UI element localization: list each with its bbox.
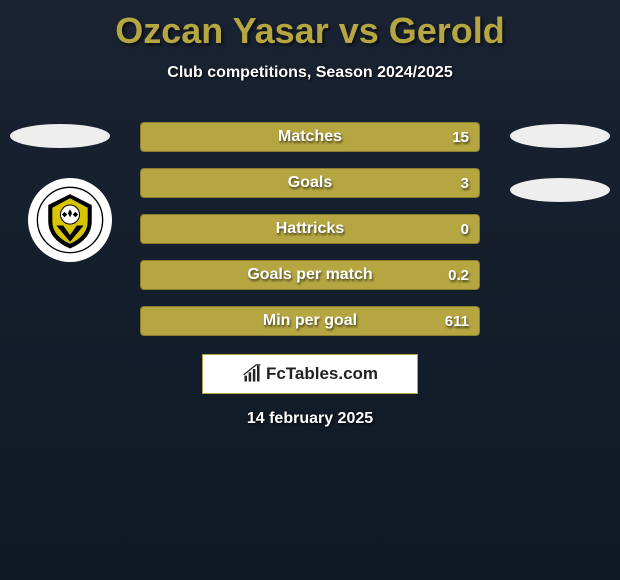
page-title: Ozcan Yasar vs Gerold [0,0,620,52]
subtitle: Club competitions, Season 2024/2025 [0,64,620,82]
stat-row-matches: Matches 15 [140,122,480,152]
player-left-placeholder [10,124,110,148]
stat-row-goals: Goals 3 [140,168,480,198]
stat-row-min-per-goal: Min per goal 611 [140,306,480,336]
brand-text: FcTables.com [266,364,378,384]
stats-container: Matches 15 Goals 3 Hattricks 0 Goals per… [140,122,480,352]
stat-value: 15 [452,129,469,146]
vvv-venlo-icon [36,186,104,254]
stat-label: Min per goal [263,312,357,330]
stat-label: Matches [278,128,342,146]
brand-link[interactable]: FcTables.com [202,354,418,394]
date-label: 14 february 2025 [0,410,620,428]
player-right-placeholder [510,124,610,148]
stat-row-goals-per-match: Goals per match 0.2 [140,260,480,290]
stat-value: 3 [461,175,469,192]
stat-value: 0 [461,221,469,238]
stat-label: Goals per match [247,266,372,284]
club-left-badge [28,178,112,262]
chart-icon [242,364,262,384]
club-right-placeholder [510,178,610,202]
stat-label: Goals [288,174,332,192]
stat-label: Hattricks [276,220,344,238]
stat-value: 611 [445,313,469,330]
stat-row-hattricks: Hattricks 0 [140,214,480,244]
stat-value: 0.2 [448,267,469,284]
